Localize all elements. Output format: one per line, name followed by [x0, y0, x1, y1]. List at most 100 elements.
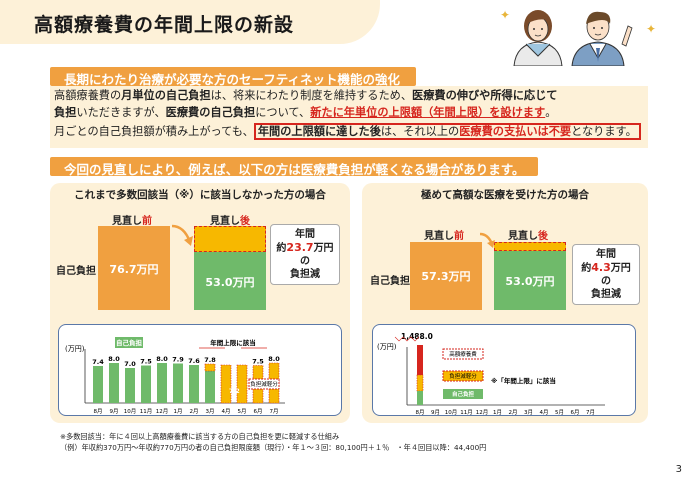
text-fragment: 医療費の支払いは不要 — [459, 125, 572, 138]
left-legend-reduce-box — [248, 378, 280, 390]
left-monthly-values: 7.4 8.0 7.0 7.5 8.0 7.9 7.6 7.8 7.5 8.0 — [92, 355, 280, 368]
text-fragment: となります。 — [571, 125, 637, 138]
text-fragment: について、 — [255, 106, 311, 119]
right-x-label: 9月 — [431, 409, 440, 416]
left-x-label: 12月 — [156, 408, 169, 415]
right-before-label: 見直し前 — [424, 227, 464, 242]
right-legend-self: 自己負担 — [452, 390, 475, 398]
sparkle-icon: ✦ — [500, 8, 511, 22]
left-x-label: 2月 — [190, 408, 199, 415]
right-cap-note: ※「年間上限」に該当 — [491, 376, 556, 385]
left-month-value: 7.4 — [92, 358, 104, 366]
text-fragment: は、将来にわたり制度を維持するため、 — [210, 89, 413, 102]
section1-line-1: 高額療養費の月単位の自己負担は、将来にわたり制度を維持するため、医療費の伸びや所… — [54, 87, 558, 104]
left-month-value: 7.8 — [204, 356, 216, 364]
left-month-reduce-bar — [204, 363, 216, 372]
right-x-labels: 8月 9月 10月 11月 12月 1月 2月 3月 4月 5月 6月 7月 — [416, 409, 596, 416]
text-fragment: 見直し — [210, 216, 240, 227]
right-reduce-bar — [416, 374, 424, 392]
left-month-value: 7.5 — [140, 358, 152, 366]
right-monthly-inset: (万円) 1,488.0 高額療養費 負担減軽分 自己負担 ※「年間上限」に該当… — [372, 324, 636, 416]
text-fragment: 年間の上限額に達した後 — [257, 125, 381, 138]
left-after-bar: 53.0万円 — [194, 252, 266, 310]
right-peak-value: 1,488.0 — [401, 332, 433, 341]
left-partial-value: 7.2 — [229, 388, 240, 395]
right-panel-heading: 極めて高額な医療を受けた方の場合 — [421, 189, 589, 201]
right-x-label: 3月 — [524, 409, 533, 416]
left-monthly-chart: (万円) 自己負担 年間上限に該当 7.4 8.07.0 7.5 8.0 7.9 7.6 7… — [65, 337, 285, 415]
section2-heading: 今回の見直しにより、例えば、以下の方は医療費負担が軽くなる場合があります。 — [50, 157, 538, 177]
man-figure — [571, 11, 633, 66]
left-reduction-bar — [194, 226, 266, 252]
text-fragment: は、それ以上の — [380, 125, 460, 138]
people-illustration — [513, 10, 633, 66]
right-x-label: 6月 — [571, 409, 580, 416]
left-month-value: 7.0 — [124, 360, 136, 368]
right-monthly-chart: (万円) 1,488.0 高額療養費 負担減軽分 自己負担 ※「年間上限」に該当… — [377, 332, 605, 416]
right-legend-reduce: 負担減軽分 — [449, 372, 477, 380]
left-after-label: 見直し後 — [210, 212, 250, 227]
right-legend-high: 高額療養費 — [449, 350, 477, 358]
section1-line-3: 月ごとの自己負担額が積み上がっても、 年間の上限額に達した後は、それ以上の医療費の… — [54, 123, 641, 140]
right-x-label: 11月 — [460, 409, 473, 416]
text-fragment: 万円の — [300, 243, 334, 267]
right-x-label: 12月 — [476, 409, 489, 416]
left-x-label: 6月 — [254, 408, 263, 415]
left-month-value: 8.0 — [268, 355, 280, 363]
left-month-bar — [93, 366, 103, 403]
left-month-bar — [157, 363, 167, 403]
left-x-label: 7月 — [270, 408, 279, 415]
footnote-line-1: ※多数回該当：年に４回以上高額療養費に該当する方の自己負担を更に軽減する仕組み — [60, 432, 340, 441]
right-x-label: 8月 — [416, 409, 425, 416]
left-before-bar: 76.7万円 — [98, 226, 170, 310]
callout-line: 年間 — [295, 229, 315, 240]
right-legend-high-box — [442, 348, 484, 360]
right-row-label: 自己負担 — [370, 276, 410, 287]
right-arrow-icon — [479, 232, 495, 248]
left-x-label: 8月 — [94, 408, 103, 415]
right-x-label: 4月 — [540, 409, 549, 416]
left-x-label: 9月 — [110, 408, 119, 415]
right-x-label: 2月 — [509, 409, 518, 416]
right-before-bar: 57.3万円 — [410, 242, 482, 310]
left-x-label: 11月 — [140, 408, 153, 415]
text-fragment: 約 — [581, 263, 592, 274]
left-x-label: 5月 — [238, 408, 247, 415]
section1-body-background — [50, 86, 648, 148]
left-y-unit: (万円) — [65, 345, 85, 353]
left-legend-reduce: 負担減軽分 — [250, 380, 278, 388]
text-fragment: 見直し — [508, 231, 538, 242]
bar-value: 76.7万円 — [109, 263, 159, 276]
right-x-label: 10月 — [445, 409, 458, 416]
text-fragment: 約 — [276, 243, 287, 254]
page-title: 高額療養費の年間上限の新設 — [34, 14, 295, 36]
left-month-bar — [173, 363, 183, 403]
sparkle-icon: ✦ — [646, 22, 657, 36]
text-fragment: 。 — [545, 106, 557, 119]
text-fragment: 医療費の自己負担 — [165, 106, 256, 119]
text-fragment: 月単位の自己負担 — [121, 89, 211, 102]
section1-line-2: 負担いただきますが、医療費の自己負担について、新たに年単位の上限額（年間上限）を… — [54, 104, 556, 121]
text-fragment: 高額療養費の — [54, 89, 122, 102]
highlight-box: 年間の上限額に達した後は、それ以上の医療費の支払いは不要となります。 — [253, 123, 641, 140]
text-fragment: 医療費の伸びや所得に応じて — [412, 89, 558, 102]
left-month-bar — [109, 363, 119, 403]
text-fragment: 23.7 — [286, 241, 314, 254]
bar-value: 53.0万円 — [205, 276, 255, 289]
left-reduction-callout: 年間 約23.7万円の 負担減 — [270, 224, 340, 285]
left-month-bar — [189, 365, 199, 403]
left-monthly-inset: (万円) 自己負担 年間上限に該当 7.4 8.0 7.0 7.5 8.0 7.9 7.6 7… — [58, 324, 342, 416]
left-month-value: 8.0 — [108, 355, 120, 363]
left-before-label: 見直し前 — [112, 212, 152, 227]
left-legend-cap: 年間上限に該当 — [210, 338, 256, 347]
text-fragment: 見直し — [112, 216, 142, 227]
left-month-bar — [141, 365, 151, 403]
text-fragment: 万円の — [601, 263, 631, 287]
right-break-mark — [394, 336, 420, 342]
left-month-value: 7.5 — [252, 358, 264, 366]
footnote-line-2: （例）年収約370万円～年収約770万円の者の自己負担限度額（現行）・年１～３回… — [60, 443, 487, 452]
woman-figure — [513, 10, 563, 66]
right-legend-reduce-box — [442, 370, 484, 382]
right-self-bar — [417, 391, 423, 405]
right-x-label: 1月 — [493, 409, 502, 416]
